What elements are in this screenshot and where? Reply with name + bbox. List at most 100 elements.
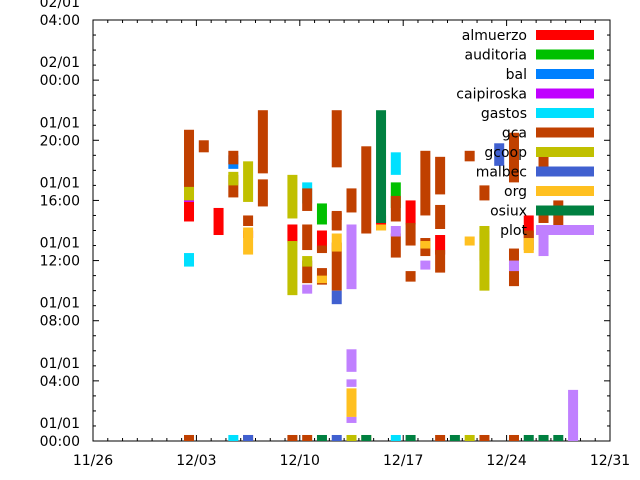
bar-gcoop [346,434,357,441]
bar-gca [435,204,446,229]
bar-osiux [316,434,327,441]
bar-gca [346,188,357,213]
bar-gcoop [287,241,298,296]
legend-swatch-gca [536,127,594,138]
bar-org [346,388,357,417]
bar-gca [508,248,519,266]
bar-gca [479,434,490,441]
bar-gcoop [184,186,195,201]
bar-plot [538,227,549,257]
legend-label-malbec: malbec [476,165,527,181]
bar-gca [405,271,416,282]
bar-gca [184,129,195,190]
bar-plot [346,379,357,387]
bar-gcoop [479,225,490,291]
legend-label-bal: bal [506,67,527,83]
interval-bars [184,110,579,441]
bar-osiux [553,434,564,441]
y-tick-label-date: 02/01 [40,0,80,11]
legend-label-almuerzo: almuerzo [462,28,527,44]
bar-gastos [390,152,401,175]
legend-label-gastos: gastos [481,106,527,122]
bar-malbec [243,434,254,441]
bar-osiux [361,434,372,441]
bar-gastos [390,434,401,441]
bar-plot [508,260,519,272]
legend-swatch-org [536,186,594,196]
bar-gca [435,156,446,195]
bar-gca [331,110,342,168]
bar-osiux [376,110,387,223]
bar-almuerzo [523,215,534,239]
bar-gca [302,188,313,211]
y-tick-label-date: 01/01 [40,236,80,252]
legend-label-gcoop: gcoop [484,145,527,161]
bar-gca [479,185,490,201]
legend-label-osiux: osiux [490,204,527,220]
legend-swatch-malbec [536,166,594,177]
y-tick-label-time: 20:00 [40,133,80,149]
bar-org [316,275,327,284]
y-tick-label-time: 08:00 [40,314,80,330]
bar-plot [346,349,357,372]
x-tick-label: 12/31 [590,453,630,469]
bar-gca [508,132,519,183]
bar-plot [346,224,357,290]
legend-label-gca: gca [502,126,527,142]
y-tick-label-date: 01/01 [40,416,80,432]
legend-swatch-bal [536,69,594,79]
bar-gca [302,434,313,441]
bar-org [464,236,475,246]
bar-plot [420,260,431,270]
bar-gca [435,250,446,273]
bar-gca [257,179,268,207]
bar-gcoop [228,171,239,186]
bar-gca [228,150,239,165]
y-tick-label-date: 01/01 [40,115,80,131]
bar-gca [331,210,342,231]
x-tick-label: 12/24 [486,453,526,469]
bar-gastos [184,253,195,267]
y-tick-label-time: 04:00 [40,374,80,390]
legend-swatch-almuerzo [536,30,594,40]
bar-gca [508,434,519,441]
x-tick-label: 12/03 [176,453,216,469]
bar-gca [287,434,298,441]
bar-org [523,238,534,254]
bar-plot [568,389,579,441]
bar-gca [257,110,268,174]
legend-label-plot: plot [500,223,527,239]
legend: almuerzo auditoria bal caipiroska gastos gca g… [456,28,594,239]
y-axis-ticks: 01/01 00:00 01/01 04:00 01/01 08:00 01/01 12:00… [40,0,610,450]
y-tick-label-date: 01/01 [40,296,80,312]
y-tick-label-time: 00:00 [40,73,80,89]
bar-org [376,224,387,231]
bar-gca [420,150,431,216]
legend-swatch-caipiroska [536,88,594,99]
bar-osiux [523,434,534,441]
x-axis-ticks: 11/26 12/03 12/10 12/17 12/24 12/31 [73,20,630,469]
bar-gca [184,434,195,441]
bar-osiux [405,434,416,441]
bar-gca [316,245,327,254]
x-tick-label: 11/26 [73,453,113,469]
bar-gca [198,140,209,153]
bar-gca [538,147,549,177]
legend-swatch-auditoria [536,49,594,60]
bar-osiux [449,434,460,441]
legend-swatch-gcoop [536,147,594,157]
legend-label-auditoria: auditoria [464,48,527,64]
y-tick-label-time: 16:00 [40,193,80,209]
y-tick-label-time: 00:00 [40,434,80,450]
bar-org [420,241,431,249]
bar-gcoop [287,174,298,219]
legend-label-caipiroska: caipiroska [456,87,527,103]
bar-almuerzo [213,207,224,236]
bar-gca [464,150,475,162]
bar-auditoria [316,203,327,225]
y-tick-label-date: 01/01 [40,175,80,191]
bar-gca [390,233,401,258]
bar-org [243,227,254,255]
y-tick-label-date: 01/01 [40,356,80,372]
